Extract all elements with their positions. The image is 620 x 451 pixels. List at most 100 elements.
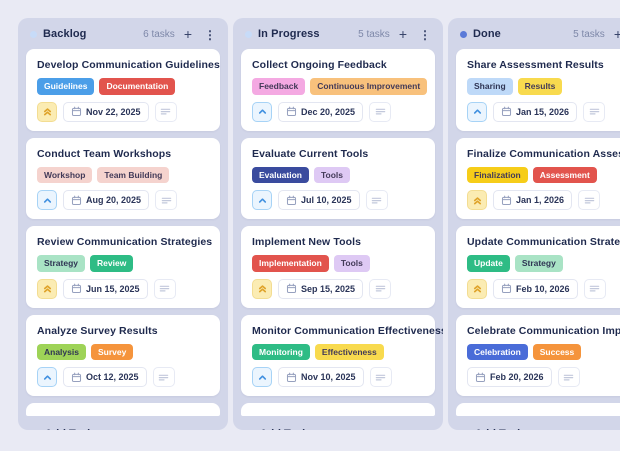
tag-chip: Team Building bbox=[97, 166, 170, 184]
notes-icon bbox=[375, 374, 386, 381]
due-date: Dec 20, 2025 bbox=[301, 106, 356, 117]
card-meta-row: Nov 22, 2025 bbox=[37, 101, 209, 122]
due-date-chip: Sep 15, 2025 bbox=[278, 278, 364, 299]
status-dot-icon bbox=[245, 30, 252, 38]
description-indicator bbox=[155, 190, 178, 211]
tag-chip: Tools bbox=[333, 255, 370, 272]
notes-icon bbox=[589, 109, 599, 115]
add-task-button[interactable]: + Add Task bbox=[245, 426, 308, 430]
due-date-chip: Jun 15, 2025 bbox=[63, 278, 148, 299]
description-indicator bbox=[557, 367, 580, 388]
tag-list: Monitoring Effectiveness bbox=[252, 343, 424, 361]
due-date: Aug 20, 2025 bbox=[86, 195, 142, 206]
tag-list: Finalization Assessment bbox=[467, 166, 620, 184]
high-priority-badge bbox=[467, 190, 487, 211]
due-date: Jan 15, 2026 bbox=[516, 106, 570, 117]
task-card[interactable]: Finalize Communication Assessment Finali… bbox=[456, 137, 620, 220]
notes-icon bbox=[160, 109, 171, 115]
tag-chip: Analysis bbox=[37, 343, 86, 361]
due-date: Feb 10, 2026 bbox=[516, 283, 570, 294]
due-date-chip: Dec 20, 2025 bbox=[278, 101, 364, 122]
medium-priority-badge bbox=[37, 367, 57, 388]
column-menu-button[interactable]: ⋮ bbox=[416, 28, 433, 41]
add-card-button[interactable]: + bbox=[611, 27, 620, 41]
double-chevron-up-icon bbox=[473, 285, 481, 293]
column-menu-button[interactable]: ⋮ bbox=[201, 28, 218, 41]
partially-visible-card[interactable] bbox=[241, 403, 435, 417]
calendar-icon bbox=[71, 195, 82, 205]
medium-priority-badge bbox=[252, 190, 272, 211]
due-date-chip: Jul 10, 2025 bbox=[278, 190, 360, 211]
notes-icon bbox=[159, 286, 170, 292]
calendar-icon bbox=[71, 106, 82, 117]
due-date: Oct 12, 2025 bbox=[86, 372, 139, 383]
task-card[interactable]: Update Communication Strategy Update Stra… bbox=[456, 226, 620, 308]
task-title: Collect Ongoing Feedback bbox=[252, 59, 387, 72]
tag-chip: Assessment bbox=[532, 166, 597, 184]
partially-visible-card[interactable] bbox=[456, 403, 620, 417]
notes-icon bbox=[371, 197, 382, 204]
add-task-button[interactable]: + Add Task bbox=[30, 426, 93, 430]
task-card[interactable]: Conduct Team Workshops Workshop Team Buil… bbox=[26, 137, 220, 220]
medium-priority-badge bbox=[37, 190, 57, 211]
tag-chip: Success bbox=[532, 343, 582, 361]
task-card[interactable]: Analyze Survey Results Analysis Survey Oc… bbox=[26, 314, 220, 397]
partially-visible-card[interactable] bbox=[26, 403, 220, 417]
medium-priority-badge bbox=[467, 101, 487, 122]
column-footer: + Add Task bbox=[233, 416, 443, 430]
due-date: Jan 1, 2026 bbox=[516, 195, 565, 206]
tag-chip: Strategy bbox=[514, 255, 563, 272]
description-indicator bbox=[583, 278, 606, 299]
card-list: Share Assessment Results Sharing Results … bbox=[448, 49, 620, 397]
chevron-up-icon bbox=[258, 109, 266, 115]
column-header: In Progress 5 tasks + ⋮ bbox=[233, 18, 443, 49]
notes-icon bbox=[158, 374, 169, 381]
card-meta-row: Jan 1, 2026 bbox=[467, 190, 620, 211]
task-card[interactable]: Develop Communication Guidelines Guideli… bbox=[26, 49, 220, 131]
tag-chip: Finalization bbox=[467, 166, 528, 184]
card-meta-row: Sep 15, 2025 bbox=[252, 278, 424, 299]
card-meta-row: Feb 10, 2026 bbox=[467, 278, 620, 299]
task-title: Develop Communication Guidelines bbox=[37, 59, 220, 72]
description-indicator bbox=[369, 101, 392, 122]
tag-chip: Workshop bbox=[37, 166, 93, 184]
task-title: Update Communication Strategy bbox=[467, 236, 620, 249]
column-footer: + Add Task bbox=[18, 416, 228, 430]
tag-chip: Strategy bbox=[37, 255, 86, 272]
task-card[interactable]: Celebrate Communication Improvement Cele… bbox=[456, 314, 620, 397]
chevron-up-icon bbox=[473, 109, 481, 115]
calendar-icon bbox=[286, 106, 297, 117]
add-task-button[interactable]: + Add Task bbox=[460, 426, 523, 430]
kebab-menu-icon: ⋮ bbox=[204, 27, 216, 42]
card-meta-row: Nov 10, 2025 bbox=[252, 367, 424, 388]
plus-icon: + bbox=[30, 426, 38, 430]
tag-list: Analysis Survey bbox=[37, 343, 209, 361]
add-card-button[interactable]: + bbox=[396, 27, 410, 41]
task-card[interactable]: Review Communication Strategies Strategy… bbox=[26, 226, 220, 308]
medium-priority-badge bbox=[252, 367, 272, 388]
kanban-board: Backlog 6 tasks + ⋮ Develop Communicatio… bbox=[18, 18, 620, 430]
high-priority-badge bbox=[467, 278, 487, 299]
calendar-icon bbox=[286, 195, 297, 205]
kebab-menu-icon: ⋮ bbox=[419, 27, 431, 42]
task-card[interactable]: Monitor Communication Effectiveness Moni… bbox=[241, 314, 443, 397]
description-indicator bbox=[369, 278, 392, 299]
task-title: Evaluate Current Tools bbox=[252, 147, 369, 160]
tag-list: Strategy Review bbox=[37, 255, 209, 272]
description-indicator bbox=[365, 190, 388, 211]
card-list: Collect Ongoing Feedback Feedback Continu… bbox=[233, 49, 443, 397]
notes-icon bbox=[161, 197, 171, 204]
task-card[interactable]: Share Assessment Results Sharing Results … bbox=[456, 49, 620, 131]
task-title: Share Assessment Results bbox=[467, 59, 604, 72]
task-title: Monitor Communication Effectiveness bbox=[252, 324, 443, 337]
column-title: In Progress bbox=[258, 28, 320, 41]
task-card[interactable]: Evaluate Current Tools Evaluation Tools J… bbox=[241, 137, 435, 220]
tag-chip: Evaluation bbox=[252, 166, 309, 184]
task-card[interactable]: Implement New Tools Implementation Tools … bbox=[241, 226, 435, 308]
task-card[interactable]: Collect Ongoing Feedback Feedback Continu… bbox=[241, 49, 435, 131]
add-card-button[interactable]: + bbox=[181, 27, 195, 41]
calendar-icon bbox=[71, 372, 82, 382]
tag-chip: Tools bbox=[313, 166, 351, 184]
due-date-chip: Feb 20, 2026 bbox=[467, 367, 552, 388]
tag-chip: Documentation bbox=[99, 78, 176, 95]
